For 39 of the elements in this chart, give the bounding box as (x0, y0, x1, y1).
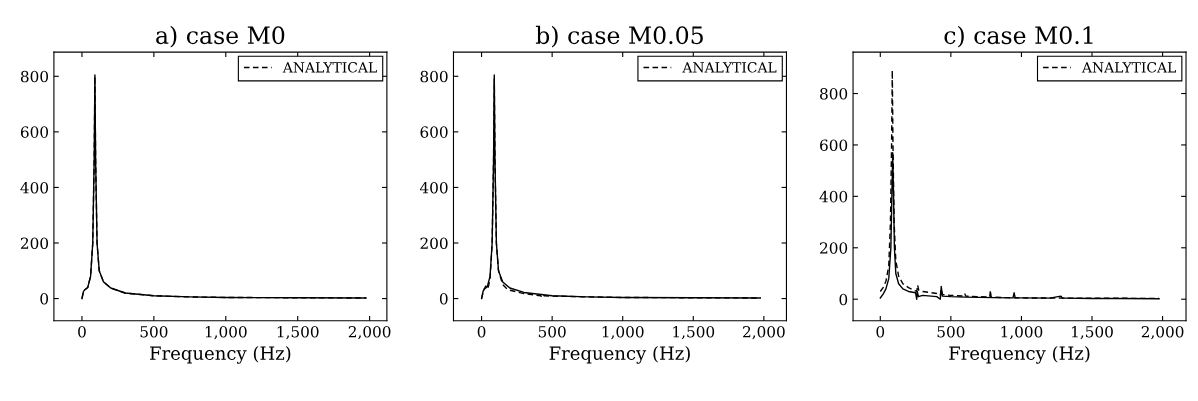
y-tick-label: 200 (420, 237, 448, 250)
x-tick-label: 0 (876, 325, 885, 338)
y-tick-label: 800 (20, 70, 49, 83)
x-tick-label: 2,000 (743, 325, 785, 340)
x-tick-label: 0 (78, 325, 86, 338)
y-tick-label: 400 (419, 181, 448, 194)
x-tick-label: 0 (477, 325, 486, 338)
x-axis-title: Frequency (Hz) (150, 346, 291, 364)
x-tick-label: 1,000 (205, 325, 247, 340)
chart-title: a) case M0 (156, 25, 285, 48)
legend-label: ANALYTICAL (282, 62, 377, 73)
legend-label: ANALYTICAL (1081, 62, 1176, 73)
x-tick-label: 1,500 (277, 325, 319, 340)
y-tick-label: 0 (439, 293, 448, 305)
y-tick-label: 0 (839, 293, 848, 306)
x-tick-label: 1,500 (673, 325, 715, 340)
y-tick-label: 600 (20, 126, 49, 138)
chart-title: c) case M0.1 (944, 25, 1093, 48)
y-tick-label: 800 (820, 87, 848, 100)
chart-title: b) case M0.05 (535, 25, 703, 48)
x-tick-label: 500 (937, 325, 965, 338)
y-tick-label: 200 (820, 242, 848, 254)
x-tick-label: 500 (538, 325, 566, 338)
y-tick-label: 400 (20, 181, 49, 194)
x-tick-label: 1,000 (602, 325, 644, 340)
y-tick-label: 400 (819, 190, 848, 203)
y-tick-label: 600 (420, 126, 448, 138)
x-tick-label: 2,000 (348, 325, 391, 340)
x-tick-label: 1,500 (1072, 325, 1113, 340)
x-tick-label: 1,000 (1001, 325, 1043, 340)
y-tick-label: 0 (40, 293, 49, 305)
legend-label: ANALYTICAL (682, 62, 777, 73)
y-tick-label: 800 (420, 70, 448, 83)
y-tick-label: 600 (820, 139, 848, 151)
y-tick-label: 200 (20, 237, 49, 250)
x-tick-label: 500 (140, 325, 168, 338)
x-tick-label: 2,000 (1141, 325, 1184, 340)
x-axis-title: Frequency (Hz) (549, 346, 690, 364)
x-axis-title: Frequency (Hz) (949, 346, 1090, 364)
